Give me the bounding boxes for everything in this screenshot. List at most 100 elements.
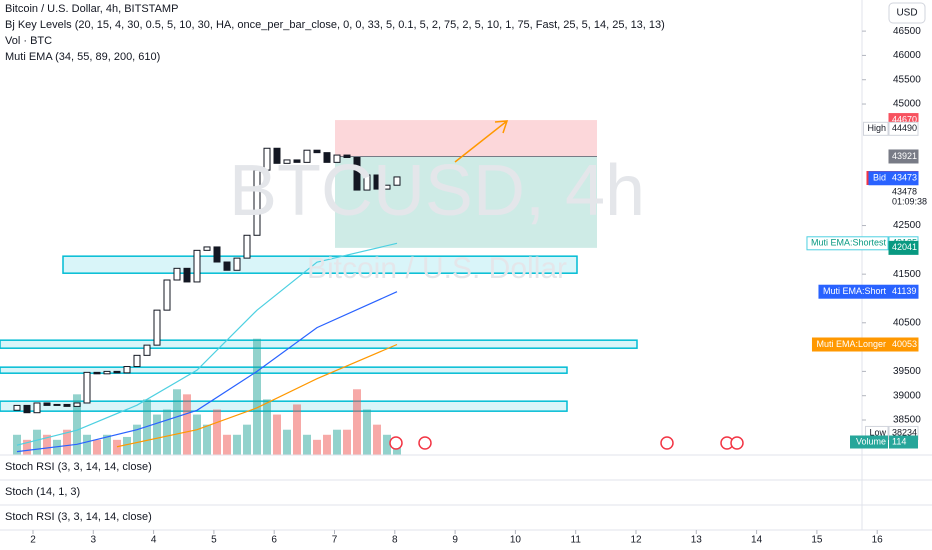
price-tag: [888, 284, 919, 299]
candle-body: [363, 174, 371, 191]
watermark: BTCUSD, 4h: [229, 151, 645, 231]
price-tag-label: Low: [869, 427, 886, 437]
watermark-sub: Bitcoin / U.S. Dollar: [307, 252, 567, 285]
candle-body: [73, 402, 81, 407]
y-tick-label: 45500: [893, 74, 921, 85]
price-tag-label: High: [867, 123, 886, 133]
price-tag-value: 40053: [892, 339, 917, 349]
volume-bar: [103, 434, 111, 455]
indicator-label[interactable]: Muti EMA (34, 55, 89, 200, 610): [5, 51, 160, 63]
currency-button[interactable]: [888, 2, 926, 24]
stop-zone: [335, 156, 597, 248]
price-tag-value: 42041: [892, 242, 917, 252]
target-zone: [335, 120, 597, 157]
y-tick-label: 39000: [893, 390, 921, 401]
pane-label[interactable]: Stoch RSI (3, 3, 14, 14, close): [5, 461, 152, 473]
symbol-title[interactable]: Bitcoin / U.S. Dollar, 4h, BITSTAMP: [5, 3, 178, 15]
volume-bar: [43, 434, 51, 455]
x-tick-label: 7: [332, 535, 338, 546]
volume-bar: [253, 338, 261, 455]
candle-body: [133, 354, 141, 368]
main-pane: [0, 120, 638, 455]
price-tag-label-box: [806, 236, 889, 251]
volume-bar: [23, 439, 31, 455]
volume-bar: [143, 399, 151, 455]
volume-bar: [73, 394, 81, 455]
x-tick-label: 13: [691, 535, 703, 546]
candle-body: [43, 402, 51, 406]
event-icon[interactable]: [730, 436, 744, 450]
candle-body: [223, 261, 231, 271]
price-tag-label: Bid: [873, 173, 886, 183]
candle-body: [113, 370, 121, 374]
volume-bar: [83, 434, 91, 455]
price-tag: [888, 171, 919, 186]
key-level-zone: [62, 255, 578, 274]
candle-body: [253, 169, 261, 236]
volume-bar: [203, 424, 211, 455]
currency[interactable]: USD: [896, 8, 917, 19]
x-tick-label: 5: [211, 535, 217, 546]
price-tag-value: 44670: [892, 114, 917, 124]
x-tick-label: 9: [452, 535, 458, 546]
countdown: 01:09:38: [892, 196, 927, 206]
ema-line: [16, 291, 398, 453]
indicator-label[interactable]: Vol · BTC: [5, 35, 52, 47]
y-tick-label: 40500: [893, 317, 921, 328]
volume-bar: [343, 429, 351, 455]
y-tick-label: 42500: [893, 220, 921, 231]
x-tick-label: 12: [630, 535, 642, 546]
volume-bar: [223, 434, 231, 455]
candle-body: [393, 176, 401, 186]
x-tick-label: 10: [510, 535, 522, 546]
candle-body: [293, 159, 301, 163]
volume-bar: [113, 439, 121, 455]
candle-body: [83, 371, 91, 404]
volume-bar: [133, 424, 141, 455]
pane-label[interactable]: Stoch (14, 1, 3): [5, 486, 80, 498]
candle-body: [213, 246, 221, 263]
price-tag-label-box: [862, 121, 889, 136]
volume-bar: [153, 414, 161, 455]
volume-bar: [243, 424, 251, 455]
volume-bar: [383, 434, 391, 455]
x-tick-label: 4: [151, 535, 157, 546]
volume-bar: [313, 439, 321, 455]
volume-bar: [123, 436, 131, 455]
x-tick-label: 8: [392, 535, 398, 546]
volume-bar: [303, 434, 311, 455]
candle-body: [243, 234, 251, 259]
candle-body: [303, 149, 311, 163]
event-icon[interactable]: [660, 436, 674, 450]
candle-body: [343, 154, 351, 158]
y-tick-label: 46000: [893, 50, 921, 61]
x-tick-label: 11: [571, 535, 582, 546]
candle-body: [373, 174, 381, 190]
volume-tag-value: 114: [892, 436, 906, 446]
indicator-label[interactable]: Bj Key Levels (20, 15, 4, 30, 0.5, 5, 10…: [5, 19, 665, 31]
candle-body: [183, 267, 191, 283]
volume-bar: [273, 414, 281, 455]
volume-bar: [53, 439, 61, 455]
volume-bar: [193, 414, 201, 455]
event-icon[interactable]: [418, 436, 432, 450]
pane-label[interactable]: Stoch RSI (3, 3, 14, 14, close): [5, 511, 152, 523]
price-tag: [888, 121, 919, 136]
candle-body: [123, 366, 131, 374]
event-icon[interactable]: [389, 436, 403, 450]
price-tag-label: Muti EMA:Short: [823, 286, 887, 296]
volume-bar: [283, 429, 291, 455]
candle-body: [283, 159, 291, 164]
candle-body: [353, 157, 361, 191]
y-tick-label: 46500: [893, 26, 921, 37]
key-level-zone: [0, 400, 568, 412]
volume-bar: [333, 429, 341, 455]
last-price: 43478: [892, 186, 917, 196]
candle-body: [143, 344, 151, 356]
x-tick-label: 2: [30, 535, 36, 546]
y-tick-label: 39500: [893, 366, 921, 377]
price-tag-value: 41139: [892, 286, 916, 296]
candle-body: [33, 402, 41, 414]
volume-bar: [233, 434, 241, 455]
